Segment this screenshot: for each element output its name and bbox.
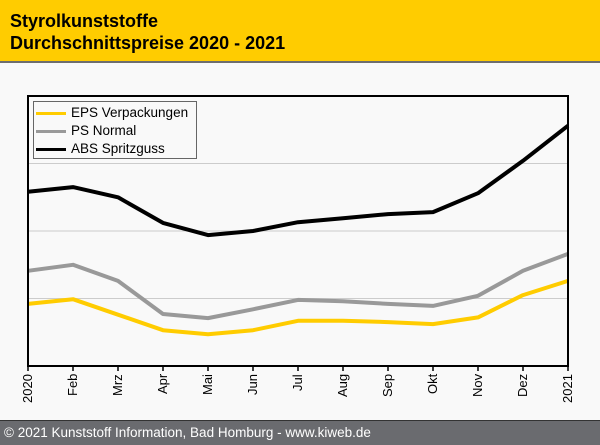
x-tick-label: Dez (516, 374, 530, 397)
legend-label-ps: PS Normal (71, 122, 136, 140)
x-tick-label: Mrz (111, 374, 125, 396)
legend-label-abs: ABS Spritzguss (71, 140, 165, 158)
x-tick-label: Aug (336, 374, 350, 397)
x-tick-label: Nov (471, 374, 485, 397)
copyright-text: © 2021 Kunststoff Information, Bad Hombu… (4, 424, 371, 442)
legend-swatch-eps (36, 112, 66, 115)
legend-swatch-abs (36, 148, 66, 151)
legend-item-ps: PS Normal (36, 122, 196, 140)
footer: © 2021 Kunststoff Information, Bad Hombu… (0, 420, 600, 445)
x-tick-label: Jul (291, 374, 305, 391)
x-tick-label: Mai (201, 374, 215, 395)
x-tick-label: Apr (156, 374, 170, 394)
x-tick-label: 2021 (561, 374, 575, 403)
series-line-ps-normal (28, 254, 568, 318)
legend-swatch-ps (36, 130, 66, 133)
legend-label-eps: EPS Verpackungen (71, 104, 188, 122)
x-tick-label: Jun (246, 374, 260, 395)
legend-item-abs: ABS Spritzguss (36, 140, 196, 158)
x-tick-label: Feb (66, 374, 80, 396)
x-tick-label: Okt (426, 374, 440, 394)
x-tick-label: 2020 (21, 374, 35, 403)
legend: EPS Verpackungen PS Normal ABS Spritzgus… (33, 101, 197, 159)
x-tick-label: Sep (381, 374, 395, 397)
legend-item-eps: EPS Verpackungen (36, 104, 196, 122)
